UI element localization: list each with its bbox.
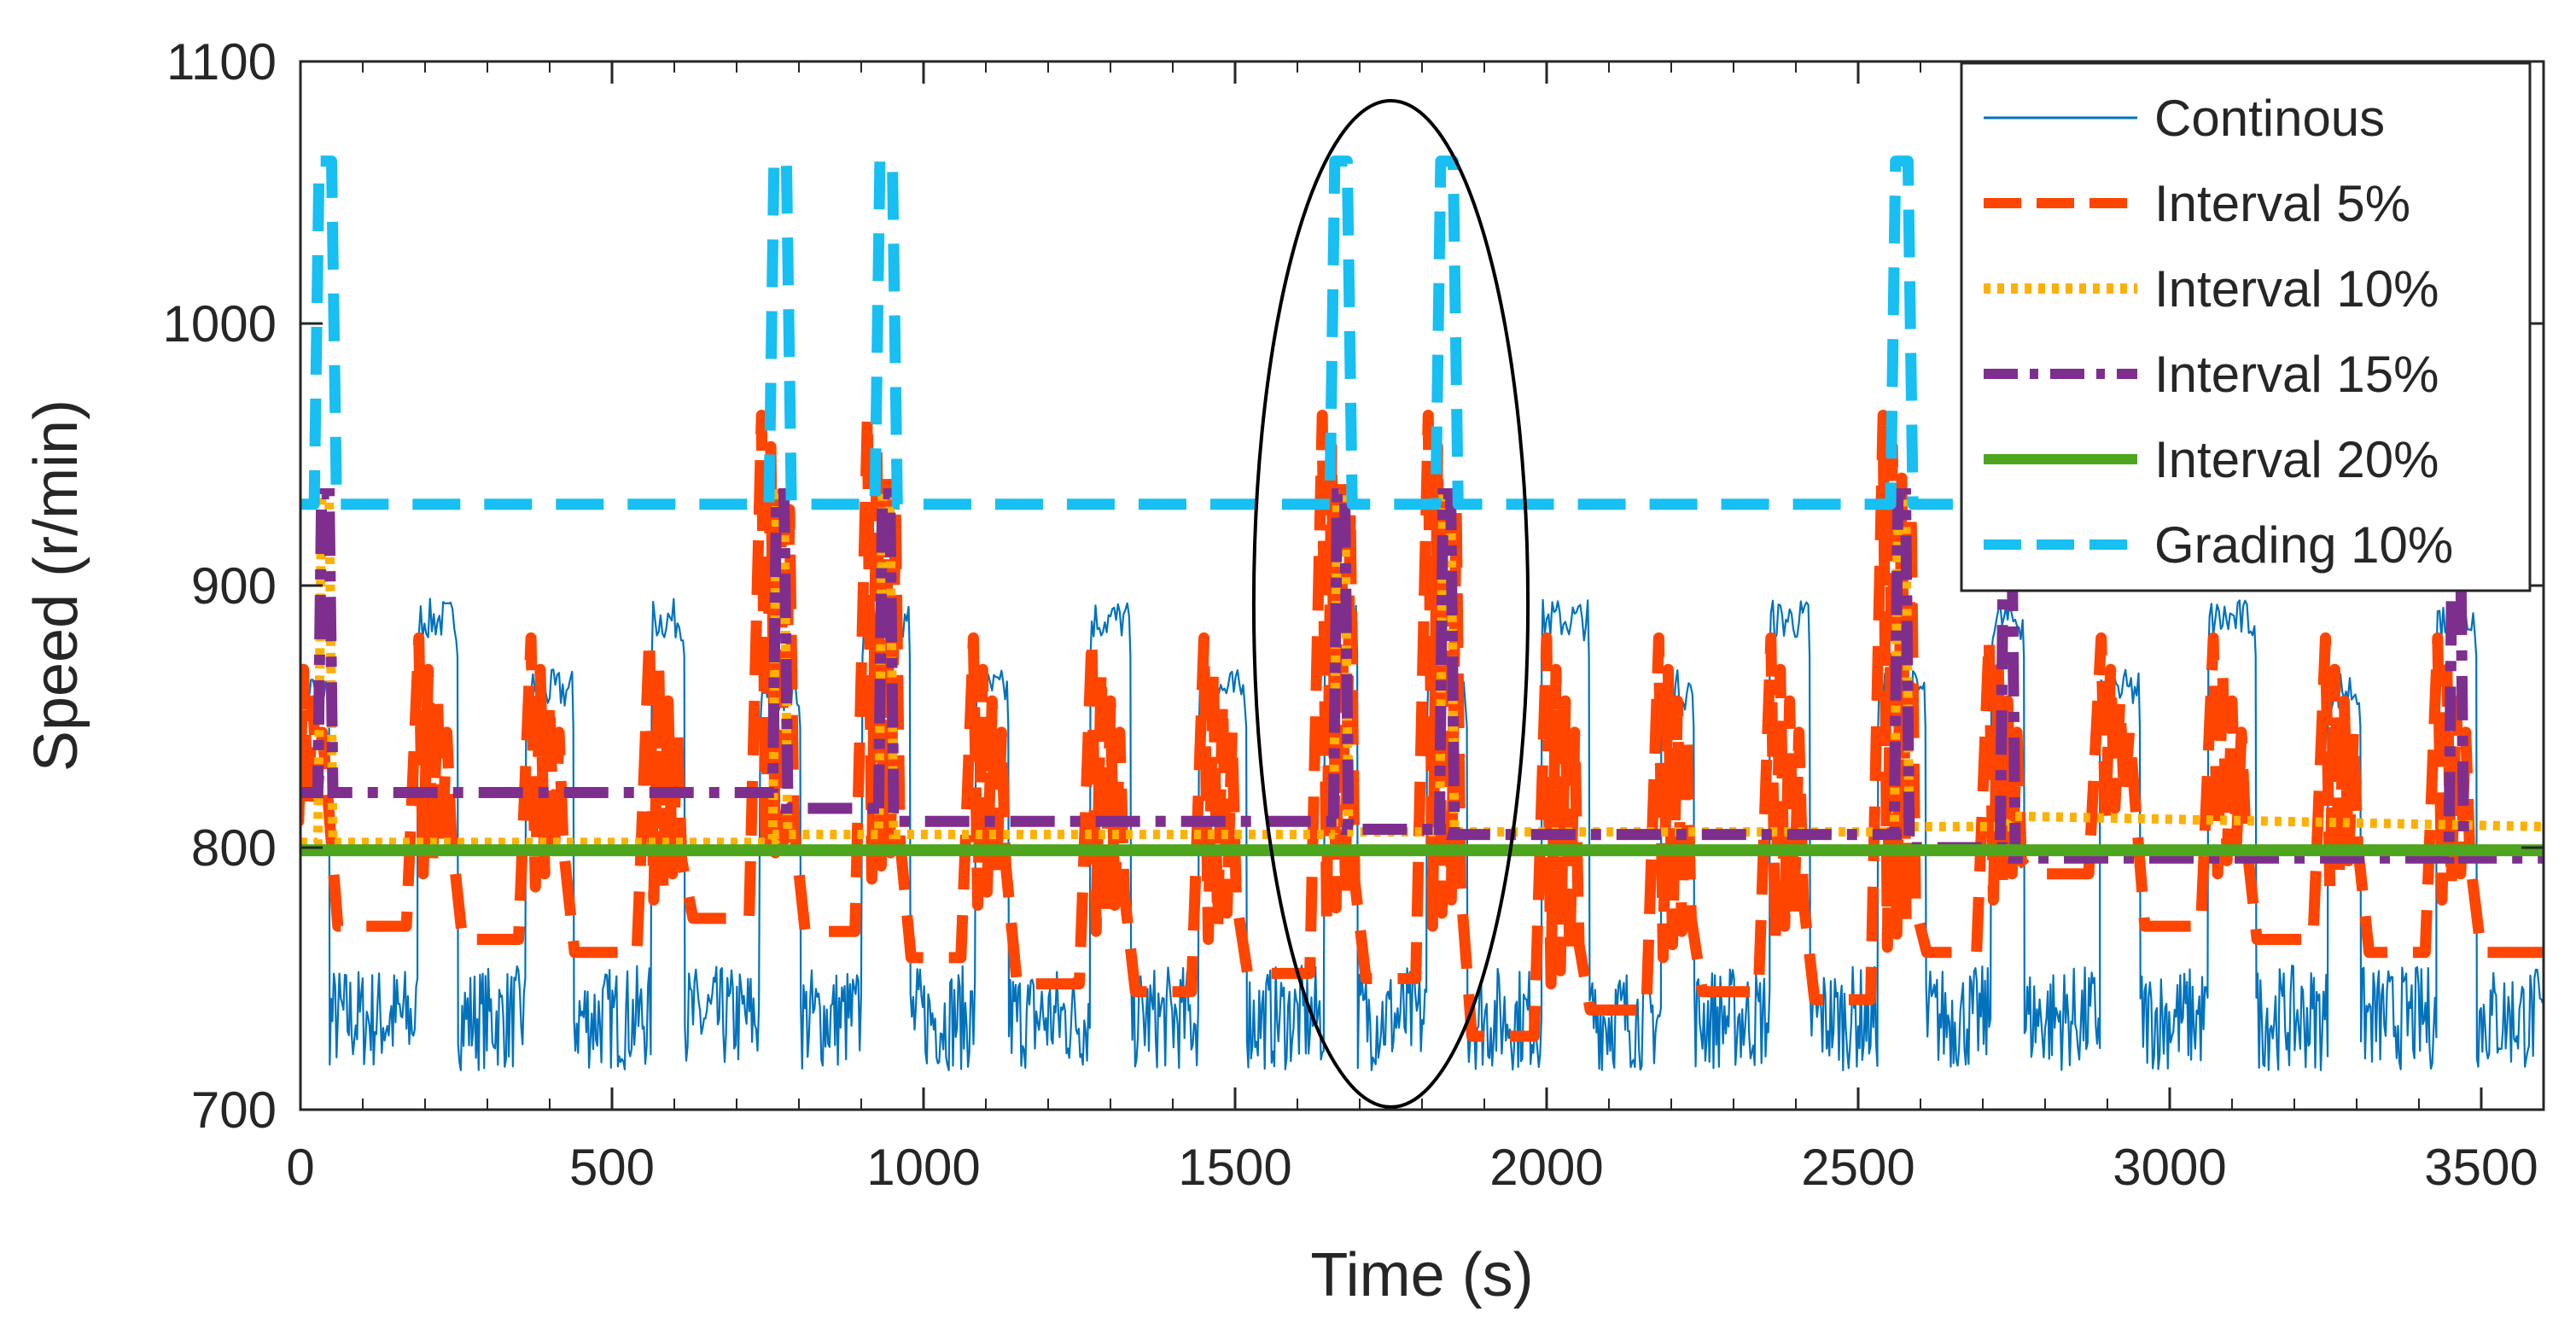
y-tick-label: 700	[191, 1081, 277, 1139]
annotation-layer	[1251, 99, 1530, 1109]
y-tick-label: 900	[191, 557, 277, 615]
x-tick-label: 500	[569, 1139, 655, 1196]
x-tick-label: 1000	[866, 1139, 980, 1196]
x-tick-label: 0	[286, 1139, 314, 1196]
series-interval-5-line	[300, 410, 2544, 1042]
x-tick-label: 2000	[1489, 1139, 1603, 1196]
annotation-ellipse	[1251, 99, 1530, 1109]
legend-label: Interval 5%	[2154, 175, 2410, 232]
series-grading-10-line	[300, 155, 2544, 510]
y-tick-label: 1100	[166, 33, 277, 90]
legend-label: Continous	[2154, 90, 2385, 147]
x-tick-label: 2500	[1801, 1139, 1915, 1196]
legend-label: Grading 10%	[2154, 516, 2453, 574]
legend-box	[1960, 61, 2532, 592]
legend-label: Interval 15%	[2154, 346, 2439, 403]
axes-layer: 0 500 1000 1500 2000 2500 3000 3500 700 800 900 100…	[163, 33, 2544, 1196]
series-continous-line	[300, 598, 2544, 1071]
y-axis-label: Speed (r/min)	[22, 399, 90, 772]
x-tick-label: 1500	[1178, 1139, 1291, 1196]
x-axis-label: Time (s)	[1310, 1241, 1533, 1309]
x-tick-label: 3500	[2424, 1139, 2538, 1196]
x-tick-label: 3000	[2113, 1139, 2226, 1196]
y-tick-label: 1000	[163, 295, 277, 353]
legend-label: Interval 20%	[2154, 431, 2439, 488]
legend: Continous Interval 5% Interval 10% Interval…	[1960, 61, 2532, 592]
legend-label: Interval 10%	[2154, 260, 2439, 318]
y-tick-label: 800	[191, 819, 277, 877]
